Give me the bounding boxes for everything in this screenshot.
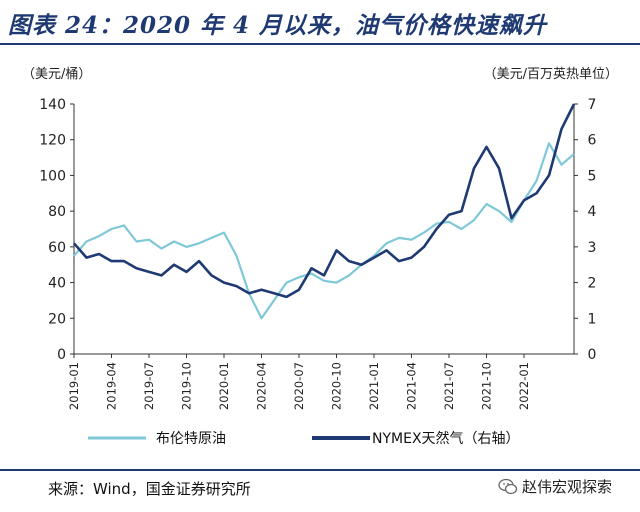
x-tick-label: 2019-10 <box>180 362 194 410</box>
legend: 布伦特原油 NYMEX天然气（右轴） <box>88 430 520 447</box>
left-tick-label: 60 <box>48 240 66 256</box>
left-axis-unit: （美元/桶） <box>22 67 91 82</box>
series-layer <box>73 103 576 320</box>
legend-label: NYMEX天然气（右轴） <box>372 430 520 447</box>
x-tick-label: 2020-10 <box>330 362 344 410</box>
x-axis: 2019-01 2019-04 2019-07 2019-10 2020-01 2020-… <box>67 353 574 410</box>
left-tick-label: 0 <box>57 347 66 363</box>
left-tick-label: 20 <box>48 311 66 327</box>
x-tick-label: 2019-07 <box>142 362 156 410</box>
source-note: 来源：Wind，国金证券研究所 <box>48 480 251 498</box>
right-tick-label: 3 <box>588 240 597 256</box>
right-tick-label: 7 <box>588 97 597 113</box>
x-tick-label: 2020-04 <box>255 362 269 410</box>
watermark: 赵伟宏观探索 <box>498 476 612 497</box>
footer-rule <box>0 469 640 471</box>
x-tick-label: 2022-01 <box>517 362 531 410</box>
figure-title: 图表 24：2020 年 4 月以来，油气价格快速飙升 <box>8 12 548 39</box>
x-tick-label: 2021-04 <box>405 362 419 410</box>
legend-label: 布伦特原油 <box>156 431 226 447</box>
watermark-text: 赵伟宏观探索 <box>522 478 613 496</box>
right-axis: 0 1 2 3 4 5 6 7 <box>573 97 597 363</box>
right-axis-unit: （美元/百万英热单位） <box>484 67 618 82</box>
price-chart: （美元/桶） （美元/百万英热单位） 0 20 40 60 80 100 120 140 0 1… <box>22 67 618 447</box>
left-tick-label: 100 <box>39 168 66 184</box>
x-tick-label: 2021-10 <box>480 362 494 410</box>
left-tick-label: 120 <box>39 133 66 149</box>
figure-header: 图表 24：2020 年 4 月以来，油气价格快速飙升 <box>0 0 640 44</box>
right-tick-label: 5 <box>588 168 597 184</box>
x-tick-label: 2019-01 <box>67 362 81 410</box>
x-tick-label: 2021-01 <box>367 362 381 410</box>
right-tick-label: 4 <box>588 204 597 220</box>
x-tick-label: 2021-07 <box>442 362 456 410</box>
wechat-icon <box>498 478 518 494</box>
right-tick-label: 0 <box>588 347 597 363</box>
left-tick-label: 40 <box>48 276 66 292</box>
right-tick-label: 2 <box>588 276 597 292</box>
x-tick-label: 2019-04 <box>105 362 119 410</box>
left-tick-label: 80 <box>48 204 66 220</box>
x-tick-label: 2020-01 <box>217 362 231 410</box>
series-line-brent <box>73 142 575 320</box>
right-tick-label: 1 <box>588 311 597 327</box>
left-tick-label: 140 <box>39 97 66 113</box>
right-tick-label: 6 <box>588 133 597 149</box>
x-tick-label: 2020-07 <box>292 362 306 410</box>
left-axis: 0 20 40 60 80 100 120 140 <box>39 97 75 363</box>
series-line-nymex <box>73 103 576 299</box>
header-rule <box>0 43 640 45</box>
